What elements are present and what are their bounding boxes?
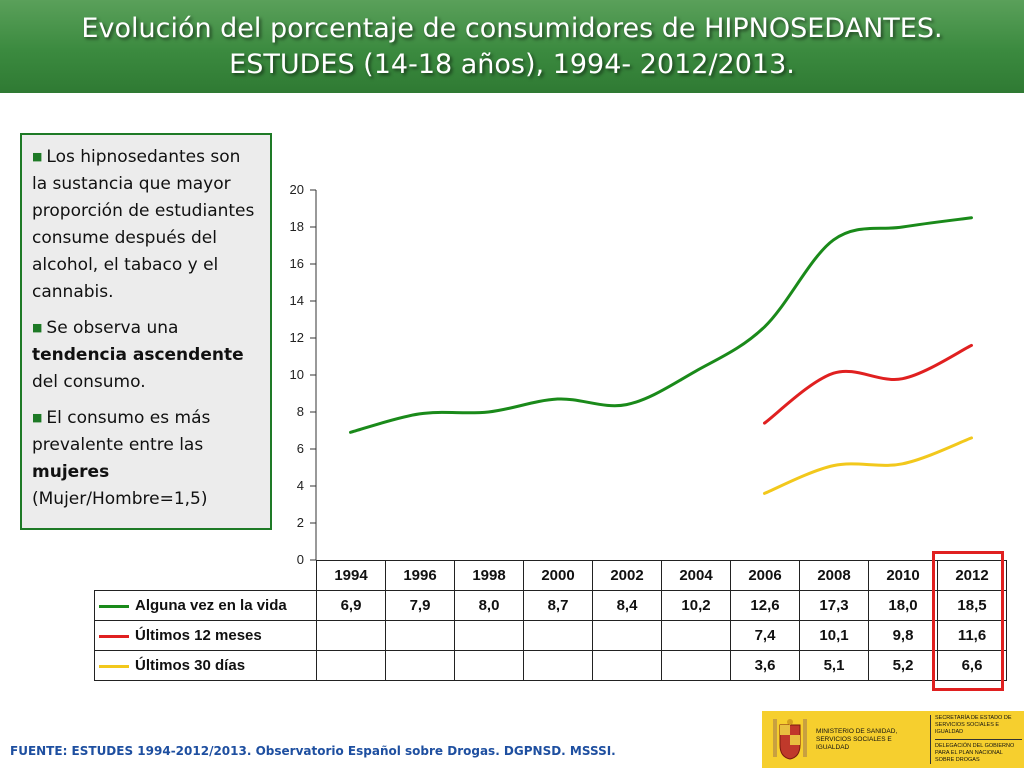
series-line-0 <box>349 216 973 434</box>
title-banner: Evolución del porcentaje de consumidores… <box>0 0 1024 93</box>
data-cell: 9,8 <box>868 620 938 651</box>
y-tick-label: 16 <box>290 256 304 271</box>
data-cell <box>523 650 593 681</box>
y-axis: 0 2 4 6 8 10 12 14 16 18 20 <box>290 182 317 567</box>
y-tick-label: 20 <box>290 182 304 197</box>
bullet-icon: ■ <box>32 150 43 163</box>
series-line-1 <box>763 343 973 425</box>
ministry-logo: Ministerio de Sanidad, Servicios Sociale… <box>762 711 1024 768</box>
data-cell: 17,3 <box>799 590 869 621</box>
data-cell: 8,4 <box>592 590 662 621</box>
data-cell <box>661 620 731 651</box>
source-footer: FUENTE: ESTUDES 1994-2012/2013. Observat… <box>10 744 616 758</box>
info-box: ■ Los hipnosedantes son la sustancia que … <box>20 133 272 530</box>
year-header-cell: 1994 <box>316 560 386 591</box>
y-tick-label: 14 <box>290 293 304 308</box>
legend-entry: Últimos 30 días <box>94 650 317 681</box>
legend-entry: Últimos 12 meses <box>94 620 317 651</box>
data-cell: 10,1 <box>799 620 869 651</box>
ministry-name: Ministerio de Sanidad, Servicios Sociale… <box>816 727 898 751</box>
info-point-2: ■ Se observa una tendencia ascendente del… <box>32 318 244 392</box>
series-row: Alguna vez en la vida 6,9 7,9 8,0 8,7 8,4 10,2… <box>94 590 1007 621</box>
year-header-cell: 2008 <box>799 560 869 591</box>
legend-label: Últimos 30 días <box>135 657 246 674</box>
series-row: Últimos 30 días 3,6 5,1 5,2 6,6 <box>94 650 1007 681</box>
series-row: Últimos 12 meses 7,4 10,1 9,8 11,6 <box>94 620 1007 651</box>
data-cell <box>316 650 386 681</box>
data-cell: 6,6 <box>937 650 1007 681</box>
data-cell: 8,0 <box>454 590 524 621</box>
legend-line-icon <box>99 664 129 668</box>
table-corner <box>94 560 317 591</box>
year-header-cell: 1998 <box>454 560 524 591</box>
data-cell <box>385 620 455 651</box>
legend-label: Últimos 12 meses <box>135 627 262 644</box>
data-cell: 7,9 <box>385 590 455 621</box>
y-tick-label: 10 <box>290 367 304 382</box>
data-table: 1994 1996 1998 2000 2002 2004 2006 2008 2010 2012… <box>94 560 1007 681</box>
data-cell: 11,6 <box>937 620 1007 651</box>
y-tick-label: 4 <box>297 478 304 493</box>
data-cell <box>592 620 662 651</box>
y-tick-label: 12 <box>290 330 304 345</box>
data-cell <box>454 650 524 681</box>
year-header-cell: 2004 <box>661 560 731 591</box>
ministry-departments: Secretaría de Estado de Servicios Social… <box>930 715 1022 764</box>
y-tick-label: 2 <box>297 515 304 530</box>
year-header-row: 1994 1996 1998 2000 2002 2004 2006 2008 2010 2012 <box>94 560 1007 591</box>
data-cell <box>661 650 731 681</box>
data-cell: 8,7 <box>523 590 593 621</box>
series-line-2 <box>763 436 973 495</box>
data-cell: 12,6 <box>730 590 800 621</box>
y-tick-label: 8 <box>297 404 304 419</box>
data-cell: 18,0 <box>868 590 938 621</box>
title-line-1: Evolución del porcentaje de consumidores… <box>81 13 943 45</box>
series-lines <box>349 216 973 495</box>
year-header-cell: 2006 <box>730 560 800 591</box>
legend-entry: Alguna vez en la vida <box>94 590 317 621</box>
legend-label: Alguna vez en la vida <box>135 597 287 614</box>
secretaria-name: Secretaría de Estado de Servicios Social… <box>935 715 1012 735</box>
data-cell <box>592 650 662 681</box>
data-cell: 5,1 <box>799 650 869 681</box>
data-cell: 7,4 <box>730 620 800 651</box>
info-point-1: ■ Los hipnosedantes son la sustancia que … <box>32 147 255 302</box>
data-cell: 10,2 <box>661 590 731 621</box>
data-cell: 6,9 <box>316 590 386 621</box>
legend-line-icon <box>99 634 129 638</box>
data-cell <box>316 620 386 651</box>
title-line-2: ESTUDES (14-18 años), 1994- 2012/2013. <box>229 48 795 80</box>
data-cell: 18,5 <box>937 590 1007 621</box>
data-cell <box>385 650 455 681</box>
data-cell: 3,6 <box>730 650 800 681</box>
y-tick-label: 0 <box>297 552 304 567</box>
year-header-cell: 2002 <box>592 560 662 591</box>
year-header-cell: 1996 <box>385 560 455 591</box>
year-header-cell: 2010 <box>868 560 938 591</box>
data-cell <box>523 620 593 651</box>
y-tick-label: 18 <box>290 219 304 234</box>
highlight-2012-box <box>932 551 1004 691</box>
legend-line-icon <box>99 604 129 608</box>
data-cell: 5,2 <box>868 650 938 681</box>
year-header-cell: 2000 <box>523 560 593 591</box>
year-header-cell: 2012 <box>937 560 1007 591</box>
delegacion-name: Delegación del Gobierno para el Plan Nac… <box>935 743 1015 763</box>
data-cell <box>454 620 524 651</box>
y-tick-label: 6 <box>297 441 304 456</box>
info-point-3: ■ El consumo es más prevalente entre las … <box>32 408 211 509</box>
bullet-icon: ■ <box>32 321 43 334</box>
bullet-icon: ■ <box>32 411 43 424</box>
coat-of-arms-icon <box>770 717 810 763</box>
